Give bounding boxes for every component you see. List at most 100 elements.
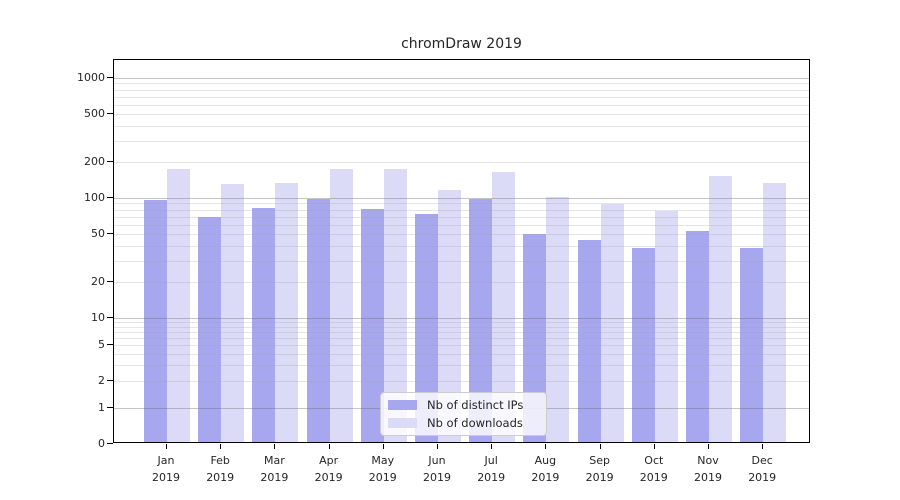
gridline-major-1000: [114, 78, 809, 79]
legend-swatch-distinct-ips: [388, 399, 417, 410]
x-tick-label-apr: Apr 2019: [314, 454, 343, 484]
x-tick-mark-aug: [545, 444, 547, 449]
chart-title: chromDraw 2019: [401, 36, 522, 52]
y-tick-label-1000: 1000: [77, 71, 105, 84]
plot-area: Nb of distinct IPs Nb of downloads: [113, 59, 810, 443]
bar-distinct-ips-dec: [740, 247, 764, 442]
bar-distinct-ips-jul: [469, 198, 493, 442]
y-tick-mark-100: [107, 197, 113, 198]
y-tick-label-100: 100: [84, 191, 105, 204]
gridline-minor-8: [114, 326, 809, 328]
x-tick-mark-feb: [220, 444, 222, 449]
legend-item-distinct-ips: Nb of distinct IPs: [388, 397, 539, 413]
x-tick-label-feb: Feb 2019: [206, 454, 235, 484]
y-tick-mark-5: [107, 344, 113, 346]
gridline-major-10: [114, 318, 809, 319]
gridline-minor-70: [114, 216, 809, 218]
bar-distinct-ips-nov: [686, 231, 709, 442]
y-tick-label-1: 1: [98, 401, 105, 414]
bar-downloads-sep: [600, 203, 624, 442]
y-tick-mark-1000: [107, 77, 113, 78]
x-tick-label-oct: Oct 2019: [639, 454, 668, 484]
bar-distinct-ips-jan: [144, 199, 167, 442]
gridline-minor-900: [114, 83, 809, 85]
y-tick-label-200: 200: [84, 154, 105, 168]
y-tick-mark-200: [107, 160, 113, 162]
legend-label-downloads: Nb of downloads: [427, 416, 523, 431]
legend-item-downloads: Nb of downloads: [388, 416, 539, 432]
bar-downloads-apr: [329, 168, 353, 442]
gridline-minor-200: [114, 161, 809, 163]
y-tick-mark-10: [107, 317, 113, 318]
x-tick-mark-jan: [166, 444, 167, 449]
gridline-minor-3: [114, 365, 809, 367]
x-tick-label-nov: Nov 2019: [694, 454, 722, 484]
gridline-major-100: [114, 198, 809, 199]
legend-swatch-downloads: [388, 418, 417, 429]
bar-distinct-ips-jun: [415, 213, 438, 442]
y-tick-mark-0: [107, 443, 113, 444]
gridline-minor-400: [114, 125, 809, 127]
legend: Nb of distinct IPs Nb of downloads: [380, 392, 547, 436]
gridline-minor-700: [114, 96, 809, 98]
y-tick-label-10: 10: [91, 311, 105, 324]
gridline-minor-90: [114, 203, 809, 205]
x-tick-label-jun: Jun 2019: [423, 454, 451, 484]
x-tick-mark-may: [382, 444, 384, 449]
y-tick-mark-1: [107, 407, 113, 408]
gridline-minor-4: [114, 353, 809, 355]
bar-downloads-dec: [763, 183, 787, 442]
y-tick-label-20: 20: [91, 274, 105, 288]
gridline-minor-60: [114, 224, 809, 226]
gridline-minor-2: [114, 380, 809, 382]
y-tick-mark-500: [107, 113, 113, 115]
bar-distinct-ips-aug: [523, 234, 547, 442]
x-tick-label-mar: Mar 2019: [260, 454, 289, 484]
gridline-minor-300: [114, 140, 809, 142]
gridline-minor-50: [114, 234, 809, 236]
bar-downloads-jul: [492, 172, 516, 442]
bar-distinct-ips-mar: [252, 207, 276, 442]
legend-label-distinct-ips: Nb of distinct IPs: [427, 397, 524, 412]
bar-downloads-may: [383, 168, 407, 442]
gridline-minor-80: [114, 209, 809, 211]
y-tick-label-500: 500: [84, 107, 105, 121]
bar-distinct-ips-oct: [631, 247, 655, 442]
y-tick-mark-20: [107, 280, 113, 282]
gridline-minor-40: [114, 245, 809, 247]
gridline-minor-9: [114, 322, 809, 324]
bar-downloads-oct: [654, 211, 678, 442]
x-tick-mark-mar: [274, 444, 276, 449]
x-tick-mark-nov: [708, 444, 709, 449]
x-tick-mark-dec: [762, 444, 764, 449]
x-tick-label-sep: Sep 2019: [585, 454, 614, 484]
gridline-minor-20: [114, 281, 809, 283]
gridline-minor-5: [114, 345, 809, 347]
bar-distinct-ips-feb: [198, 216, 222, 442]
x-tick-mark-jul: [491, 444, 493, 449]
gridline-minor-6: [114, 337, 809, 339]
y-tick-mark-2: [107, 379, 113, 381]
gridline-minor-600: [114, 104, 809, 106]
x-tick-mark-oct: [653, 444, 655, 449]
bar-distinct-ips-sep: [577, 239, 601, 442]
bar-downloads-jan: [167, 169, 190, 442]
bar-downloads-mar: [275, 183, 299, 442]
gridline-minor-30: [114, 260, 809, 262]
bar-downloads-aug: [546, 196, 570, 442]
x-tick-label-may: May 2019: [368, 454, 397, 484]
y-tick-label-5: 5: [98, 338, 105, 352]
x-tick-mark-apr: [328, 444, 330, 449]
x-tick-label-dec: Dec 2019: [748, 454, 777, 484]
y-tick-label-2: 2: [98, 373, 105, 387]
gridline-minor-800: [114, 89, 809, 91]
bar-downloads-jun: [438, 189, 461, 442]
x-tick-label-jan: Jan 2019: [152, 454, 180, 484]
bar-downloads-feb: [221, 183, 245, 442]
x-tick-label-aug: Aug 2019: [531, 454, 560, 484]
gridline-minor-500: [114, 114, 809, 116]
bar-distinct-ips-may: [360, 208, 384, 442]
bar-distinct-ips-apr: [306, 198, 330, 442]
gridline-minor-7: [114, 331, 809, 333]
